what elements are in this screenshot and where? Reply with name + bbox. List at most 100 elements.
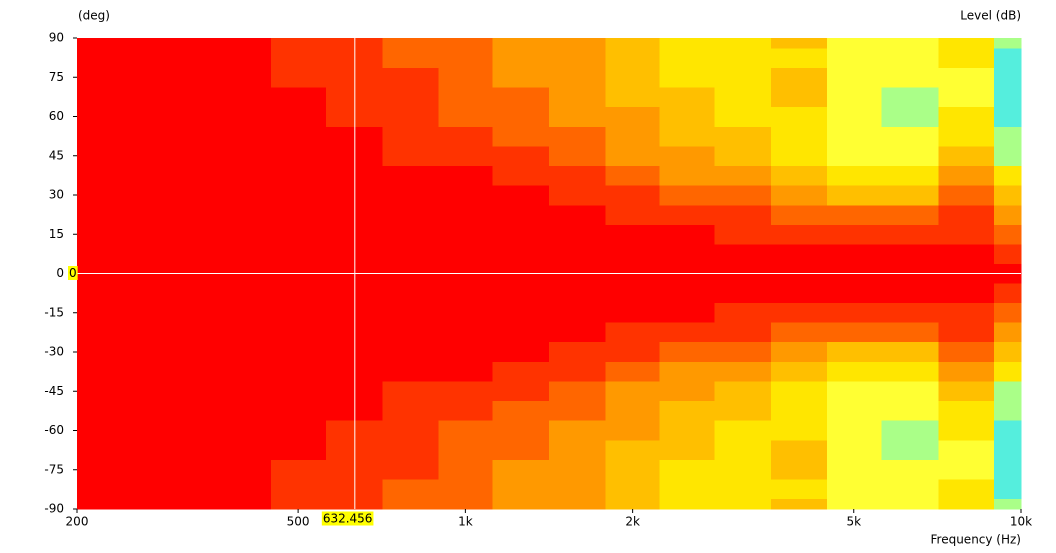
level-cell [938,420,995,441]
level-cell [714,87,772,108]
level-cell [492,322,550,343]
level-cell [714,47,772,68]
level-cell [103,479,160,500]
level-cell [994,499,1022,510]
level-cell [103,283,160,304]
level-cell [714,204,772,225]
level-cell [158,67,216,88]
level-cell [215,224,272,245]
level-cell [605,106,661,127]
level-cell [771,263,828,274]
level-cell [771,87,828,108]
level-cell [826,126,883,147]
level-cell [771,459,828,481]
level-cell [659,361,715,382]
level-cell [881,224,939,245]
level-cell [605,283,661,304]
level-cell [938,322,995,343]
level-cell [938,263,995,274]
level-cell [77,361,105,382]
x-tick-label: 2k [625,515,640,529]
level-cell [215,342,272,363]
level-cell [158,165,216,186]
level-cell [938,106,995,127]
level-cell [77,302,105,324]
level-cell [103,420,160,441]
level-cell [158,263,216,274]
level-cell [492,361,550,382]
level-cell [605,47,661,68]
level-cell [714,224,772,245]
level-cell [492,38,550,49]
level-cell [826,322,883,343]
level-cell [771,244,828,265]
level-cell [158,87,216,108]
level-cell [881,263,939,274]
level-cell [938,401,995,422]
level-cell [826,47,883,68]
level-cell [438,126,493,147]
level-cell [994,440,1022,461]
level-cell [549,361,607,382]
level-cell [492,381,550,402]
level-cell [271,381,327,402]
level-cell [881,273,939,284]
level-cell [158,401,216,422]
level-cell [77,459,105,481]
level-cell [492,106,550,127]
level-cell [492,244,550,265]
level-cell [271,401,327,422]
level-cell [605,479,661,500]
level-cell [994,361,1022,382]
level-cell [714,322,772,343]
level-cell [438,204,493,225]
y-tick-label: -30 [44,345,64,359]
level-cell [605,322,661,343]
level-cell [881,401,939,422]
level-cell [438,165,493,186]
level-cell [881,38,939,49]
level-cell [714,145,772,167]
level-cell [438,185,493,206]
level-cell [549,381,607,402]
level-cell [215,67,272,88]
level-cell [103,273,160,284]
level-cell [994,459,1022,481]
level-cell [492,401,550,422]
level-cell [826,263,883,274]
level-cell [77,244,105,265]
level-cell [382,273,439,284]
level-cell [659,87,715,108]
level-cell [659,244,715,265]
level-cell [103,204,160,225]
level-cell [438,420,493,441]
level-cell [215,459,272,481]
level-cell [605,302,661,324]
level-cell [771,106,828,127]
level-cell [382,185,439,206]
level-cell [549,244,607,265]
level-cell [826,165,883,186]
level-cell [605,401,661,422]
level-cell [938,381,995,402]
level-cell [549,499,607,510]
level-cell [994,322,1022,343]
level-cell [215,401,272,422]
level-cell [881,420,939,441]
level-cell [605,381,661,402]
level-cell [382,420,439,441]
level-cell [382,67,439,88]
level-cell [714,342,772,363]
level-cell [826,479,883,500]
level-cell [659,204,715,225]
level-cell [215,381,272,402]
level-cell [659,322,715,343]
level-cell [771,47,828,68]
level-cell [826,204,883,225]
level-cell [271,67,327,88]
level-cell [549,204,607,225]
level-cell [158,185,216,206]
level-cell [158,342,216,363]
level-cell [158,322,216,343]
level-cell [103,244,160,265]
